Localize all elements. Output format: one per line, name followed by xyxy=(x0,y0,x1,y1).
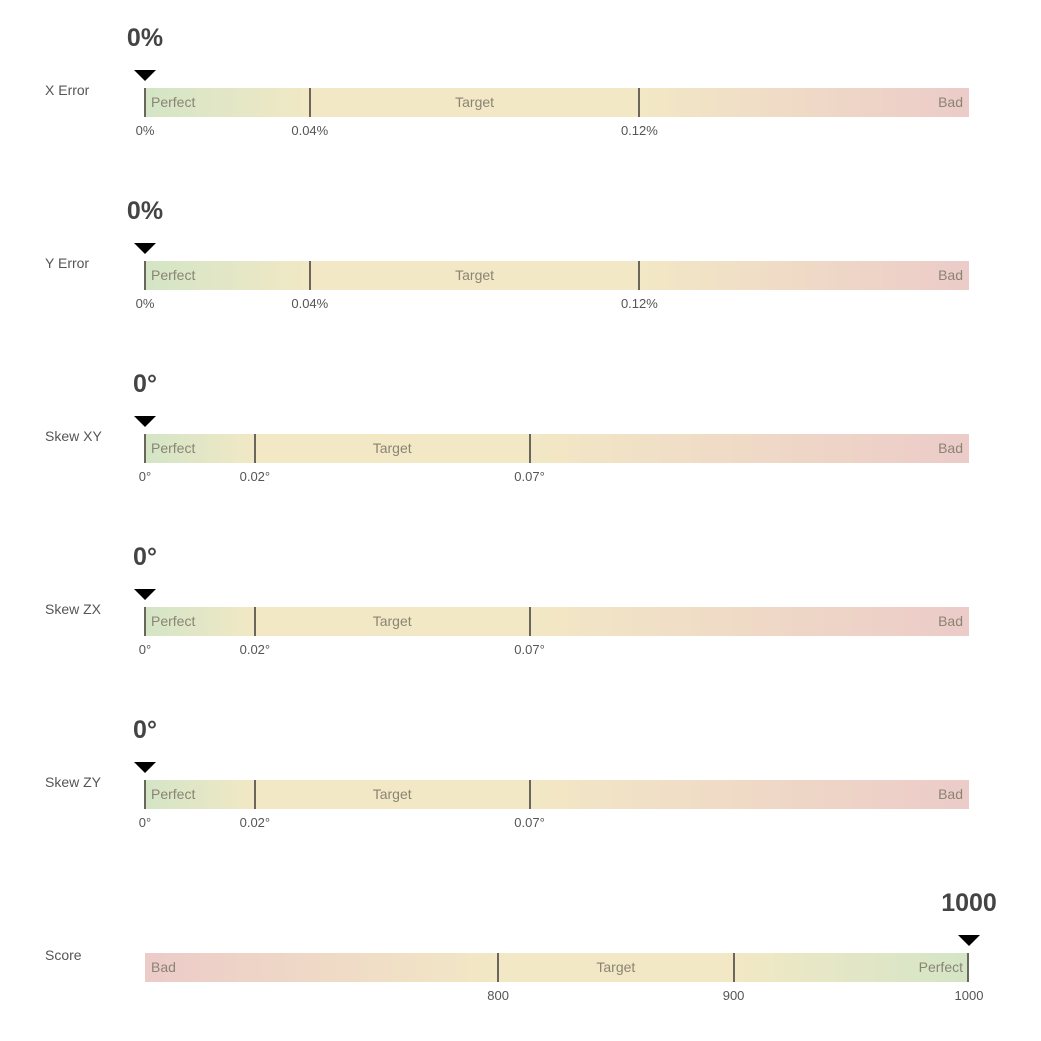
zone-label: Target xyxy=(455,94,495,110)
zone-label: Perfect xyxy=(151,267,196,283)
zone-label: Target xyxy=(372,613,412,629)
tick-label: 0.07° xyxy=(514,642,545,657)
tick-mark xyxy=(308,88,311,117)
tick-mark xyxy=(497,953,500,982)
marker-triangle-icon xyxy=(134,70,156,81)
tick-mark xyxy=(144,607,146,636)
tick-mark xyxy=(732,953,735,982)
zone-label: Bad xyxy=(938,440,963,456)
zone-label: Bad xyxy=(938,786,963,802)
tick-mark xyxy=(144,88,146,117)
tick-label: 0.04% xyxy=(291,296,329,311)
tick-mark xyxy=(144,780,146,809)
gauge-value: 1000 xyxy=(941,889,997,917)
gauge-bar: Bad Target Perfect xyxy=(145,953,969,982)
gauge-value: 0% xyxy=(126,24,164,52)
tick-label: 0° xyxy=(138,642,152,657)
gauge-label: Skew XY xyxy=(45,428,102,444)
tick-mark xyxy=(528,434,531,463)
zone-label: Bad xyxy=(938,267,963,283)
zone-label: Bad xyxy=(151,959,176,975)
gauge-row: Y Error 0% Perfect Target Bad 0% 0.04% 0.12% xyxy=(0,197,1041,374)
gauge-bar: Perfect Target Bad xyxy=(144,88,969,117)
zone-label: Bad xyxy=(938,94,963,110)
gauge-value: 0° xyxy=(133,543,157,571)
gauge-label: X Error xyxy=(45,82,90,98)
gauge-bar: Perfect Target Bad xyxy=(144,434,969,463)
gauge-label: Skew ZY xyxy=(45,774,102,790)
tick-label: 0.02° xyxy=(239,469,271,484)
gauge-label: Score xyxy=(45,947,82,963)
marker-triangle-icon xyxy=(134,416,156,427)
zone-label: Target xyxy=(596,959,636,975)
gauge-row: Skew XY 0° Perfect Target Bad 0° 0.02° 0.07° xyxy=(0,370,1041,547)
tick-mark xyxy=(253,434,256,463)
zone-label: Target xyxy=(455,267,495,283)
tick-mark xyxy=(638,88,641,117)
tick-mark xyxy=(528,780,531,809)
gauge-label: Skew ZX xyxy=(45,601,102,617)
gauge-value: 0° xyxy=(133,716,157,744)
tick-label: 0.02° xyxy=(239,815,271,830)
tick-label: 800 xyxy=(487,988,509,1003)
tick-mark xyxy=(528,607,531,636)
tick-mark xyxy=(308,261,311,290)
tick-label: 900 xyxy=(722,988,745,1003)
zone-label: Bad xyxy=(938,613,963,629)
gauge-bar: Perfect Target Bad xyxy=(144,780,969,809)
tick-label: 1000 xyxy=(954,988,984,1003)
gauge-label: Y Error xyxy=(45,255,90,271)
tick-mark xyxy=(638,261,641,290)
gauge-row: Skew ZY 0° Perfect Target Bad 0° 0.02° 0.07° xyxy=(0,716,1041,893)
tick-label: 0.12% xyxy=(620,296,658,311)
zone-label: Perfect xyxy=(918,959,963,975)
zone-label: Perfect xyxy=(151,786,196,802)
gauge-value: 0° xyxy=(133,370,157,398)
marker-triangle-icon xyxy=(134,762,156,773)
gauge-bar: Perfect Target Bad xyxy=(144,261,969,290)
zone-label: Target xyxy=(372,786,412,802)
gauge-bar: Perfect Target Bad xyxy=(144,607,969,636)
gauge-row: X Error 0% Perfect Target Bad 0% 0.04% 0.12% xyxy=(0,24,1041,201)
zone-label: Perfect xyxy=(151,440,196,456)
tick-mark xyxy=(144,261,146,290)
tick-label: 0.02° xyxy=(239,642,271,657)
marker-triangle-icon xyxy=(134,243,156,254)
zone-label: Perfect xyxy=(151,613,196,629)
marker-triangle-icon xyxy=(958,935,980,946)
tick-mark xyxy=(253,607,256,636)
tick-label: 0° xyxy=(138,815,152,830)
tick-label: 0.07° xyxy=(514,815,545,830)
tick-label: 0% xyxy=(135,296,155,311)
zone-label: Target xyxy=(372,440,412,456)
tick-label: 0.12% xyxy=(620,123,658,138)
tick-label: 0° xyxy=(138,469,152,484)
tick-label: 0% xyxy=(135,123,155,138)
marker-triangle-icon xyxy=(134,589,156,600)
tick-mark xyxy=(967,953,969,982)
gauge-value: 0% xyxy=(126,197,164,225)
tick-mark xyxy=(253,780,256,809)
gauge-row: Skew ZX 0° Perfect Target Bad 0° 0.02° 0.07° xyxy=(0,543,1041,720)
tick-label: 0.07° xyxy=(514,469,545,484)
tick-label: 0.04% xyxy=(291,123,329,138)
zone-label: Perfect xyxy=(151,94,196,110)
tick-mark xyxy=(144,434,146,463)
gauge-row: Score 1000 Bad Target Perfect 800 900 1000 xyxy=(0,889,1041,1041)
